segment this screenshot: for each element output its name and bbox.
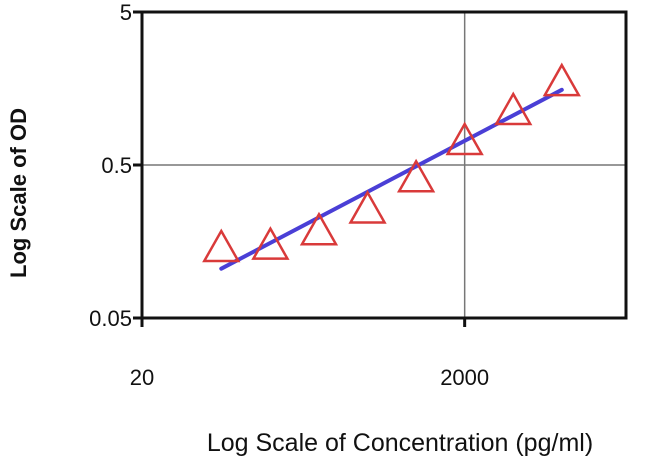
x-tick-label: 20 bbox=[130, 365, 154, 390]
grid bbox=[142, 12, 626, 318]
data-point-triangle bbox=[202, 228, 241, 263]
data-points bbox=[202, 62, 581, 263]
data-point-triangle bbox=[494, 91, 533, 126]
y-tick-label: 0.5 bbox=[101, 153, 132, 178]
data-point-triangle bbox=[396, 158, 436, 193]
y-tick-label: 5 bbox=[120, 0, 132, 25]
data-point-triangle bbox=[299, 211, 339, 246]
fit-line-group bbox=[219, 87, 564, 271]
y-axis-title: Log Scale of OD bbox=[6, 108, 31, 278]
data-point-triangle bbox=[542, 62, 581, 97]
fit-line bbox=[219, 87, 564, 271]
x-axis-title: Log Scale of Concentration (pg/ml) bbox=[207, 429, 593, 457]
data-point-triangle bbox=[251, 226, 290, 260]
x-tick-label: 2000 bbox=[440, 365, 489, 390]
data-point-triangle bbox=[445, 121, 484, 156]
y-tick-label: 0.05 bbox=[89, 306, 132, 331]
plot-frame bbox=[140, 10, 628, 320]
data-point-triangle bbox=[348, 189, 387, 224]
